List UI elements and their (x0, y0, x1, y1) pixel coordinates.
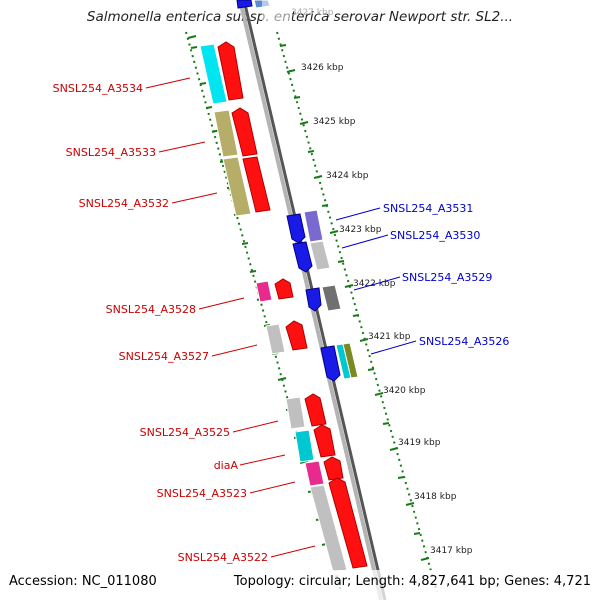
map-title: Salmonella enterica subsp. enterica sero… (86, 9, 514, 25)
ruler-label-3427: 3427 kbp (291, 8, 334, 18)
gene-label-3522[interactable]: SNSL254_A3522 (178, 551, 268, 564)
gene-label-3526[interactable]: SNSL254_A3526 (419, 335, 509, 348)
gene-block-3529-cog (321, 284, 342, 312)
gene-arrow-3527 (285, 320, 308, 351)
reverse-leader-lines (335, 207, 417, 355)
topology-text: Topology: circular; Length: 4,827,641 bp… (233, 574, 591, 589)
gene-block-3526-cog-b (342, 342, 359, 379)
gene-arrow-3531 (286, 213, 306, 244)
gene-block-3523-cog (304, 460, 325, 487)
gene-block-3528-cog (255, 280, 273, 303)
ruler-label-3417: 3417 kbp (430, 546, 473, 556)
gene-block-3532-cog (222, 156, 252, 217)
gene-label-3527[interactable]: SNSL254_A3527 (119, 350, 209, 363)
ruler-label-3423: 3423 kbp (339, 225, 382, 235)
gene-block-3534-cog (199, 43, 228, 105)
gene-arrow-diaA (313, 424, 336, 458)
gene-arrow-top (236, 0, 253, 9)
gene-arrow-3523 (323, 456, 344, 481)
forward-leader-lines (145, 77, 316, 558)
gene-label-3529[interactable]: SNSL254_A3529 (402, 271, 492, 284)
ruler-label-3419: 3419 kbp (398, 438, 441, 448)
ruler-label-3424: 3424 kbp (326, 171, 369, 181)
ruler-label-3421: 3421 kbp (368, 332, 411, 342)
gene-block-3530-cog (309, 240, 331, 271)
gene-arrow-3525 (304, 393, 327, 427)
gene-block-3525-cog (285, 396, 306, 430)
gene-arrow-3532 (242, 156, 271, 213)
gene-label-3531[interactable]: SNSL254_A3531 (383, 202, 473, 215)
cog-band-forward (199, 43, 348, 573)
gene-block-3531-cog (303, 209, 324, 243)
gene-arrow-3530 (292, 241, 313, 273)
forward-arrows (217, 41, 368, 569)
gene-block-3533-cog (213, 109, 239, 158)
gene-arrow-3526 (320, 345, 341, 382)
cog-band-reverse (253, 0, 359, 380)
gene-block-3527-cog (265, 323, 286, 355)
gene-label-3525[interactable]: SNSL254_A3525 (140, 426, 230, 439)
gene-arrow-3529 (305, 287, 322, 312)
ruler-dots (185, 31, 438, 593)
gene-block-diaA-cog (294, 429, 315, 463)
ruler-label-3420: 3420 kbp (383, 386, 426, 396)
bottom-fade (0, 570, 600, 600)
gene-label-3528[interactable]: SNSL254_A3528 (106, 303, 196, 316)
gene-label-3534[interactable]: SNSL254_A3534 (53, 82, 143, 95)
gene-label-3533[interactable]: SNSL254_A3533 (66, 146, 156, 159)
gene-arrow-3533 (231, 107, 258, 157)
reverse-arrows (236, 0, 341, 382)
accession-text: Accession: NC_011080 (9, 574, 157, 589)
gene-label-diaA[interactable]: diaA (214, 459, 239, 472)
gene-label-3523[interactable]: SNSL254_A3523 (157, 487, 247, 500)
ruler-label-3418: 3418 kbp (414, 492, 457, 502)
gene-label-3532[interactable]: SNSL254_A3532 (79, 197, 169, 210)
ruler-label-3425: 3425 kbp (313, 117, 356, 127)
ruler-label-3426: 3426 kbp (301, 63, 344, 73)
gene-arrow-3534 (217, 41, 244, 101)
gene-arrow-3522 (328, 477, 368, 569)
top-fade-block (262, 0, 292, 30)
gene-label-3530[interactable]: SNSL254_A3530 (390, 229, 480, 242)
gene-arrow-3528 (274, 278, 294, 300)
